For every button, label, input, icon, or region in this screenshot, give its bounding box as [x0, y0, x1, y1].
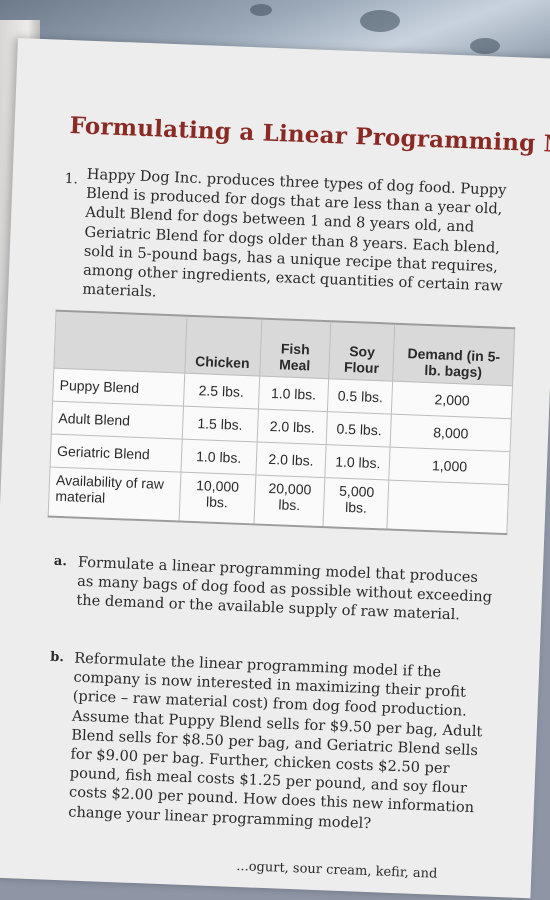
table-cell: 20,000 lbs. [253, 474, 326, 528]
subpart-a: a. Formulate a linear programming model … [54, 552, 496, 626]
table-header-cell: Chicken [184, 315, 262, 377]
table-cell: 1.0 lbs. [180, 439, 257, 475]
subpart-label: b. [49, 649, 65, 666]
cutoff-text: ...ogurt, sour cream, kefir, and [236, 858, 438, 882]
fabric-spot [250, 4, 272, 16]
fabric-spot [360, 10, 400, 32]
subpart-text: Reformulate the linear programming model… [68, 649, 483, 832]
table-header-cell: Soy Flour [329, 321, 396, 382]
table-cell: 1.5 lbs. [181, 406, 259, 442]
table-header-cell: Demand (in 5-lb. bags) [392, 323, 515, 386]
fabric-spot [470, 38, 500, 54]
table-cell: 2.5 lbs. [183, 373, 260, 409]
subpart-b: b. Reformulate the linear programming mo… [46, 648, 492, 838]
table-cell: 5,000 lbs. [323, 477, 390, 530]
problem-text: Happy Dog Inc. produces three types of d… [82, 165, 507, 301]
table-cell: Adult Blend [51, 401, 184, 440]
book-page: Formulating a Linear Programming Mode 1.… [0, 38, 550, 899]
section-heading: Formulating a Linear Programming Mode [69, 112, 550, 161]
subpart-label: a. [53, 553, 68, 570]
table-cell: 1,000 [389, 447, 510, 485]
table-cell: 2.0 lbs. [255, 441, 327, 478]
table-cell: Availability of raw material [48, 467, 181, 522]
subpart-text: Formulate a linear programming model tha… [76, 553, 493, 624]
table-cell: 0.5 lbs. [327, 378, 393, 415]
table-cell: 8,000 [390, 414, 512, 452]
table-cell: Puppy Blend [52, 368, 185, 407]
table-cell: Geriatric Blend [50, 434, 182, 473]
table-cell: 1.0 lbs. [325, 444, 391, 481]
table-cell: 2,000 [391, 381, 513, 419]
ingredients-table: Chicken Fish Meal Soy Flour Demand (in 5… [47, 309, 516, 536]
table-header-cell [53, 310, 187, 374]
problem-number: 1. [64, 170, 79, 188]
table-cell [387, 480, 509, 535]
table-cell: 2.0 lbs. [256, 408, 328, 445]
table-cell: 1.0 lbs. [258, 376, 330, 412]
table-header-cell: Fish Meal [259, 318, 332, 379]
table-cell: 0.5 lbs. [326, 411, 392, 448]
table-cell: 10,000 lbs. [178, 472, 256, 525]
